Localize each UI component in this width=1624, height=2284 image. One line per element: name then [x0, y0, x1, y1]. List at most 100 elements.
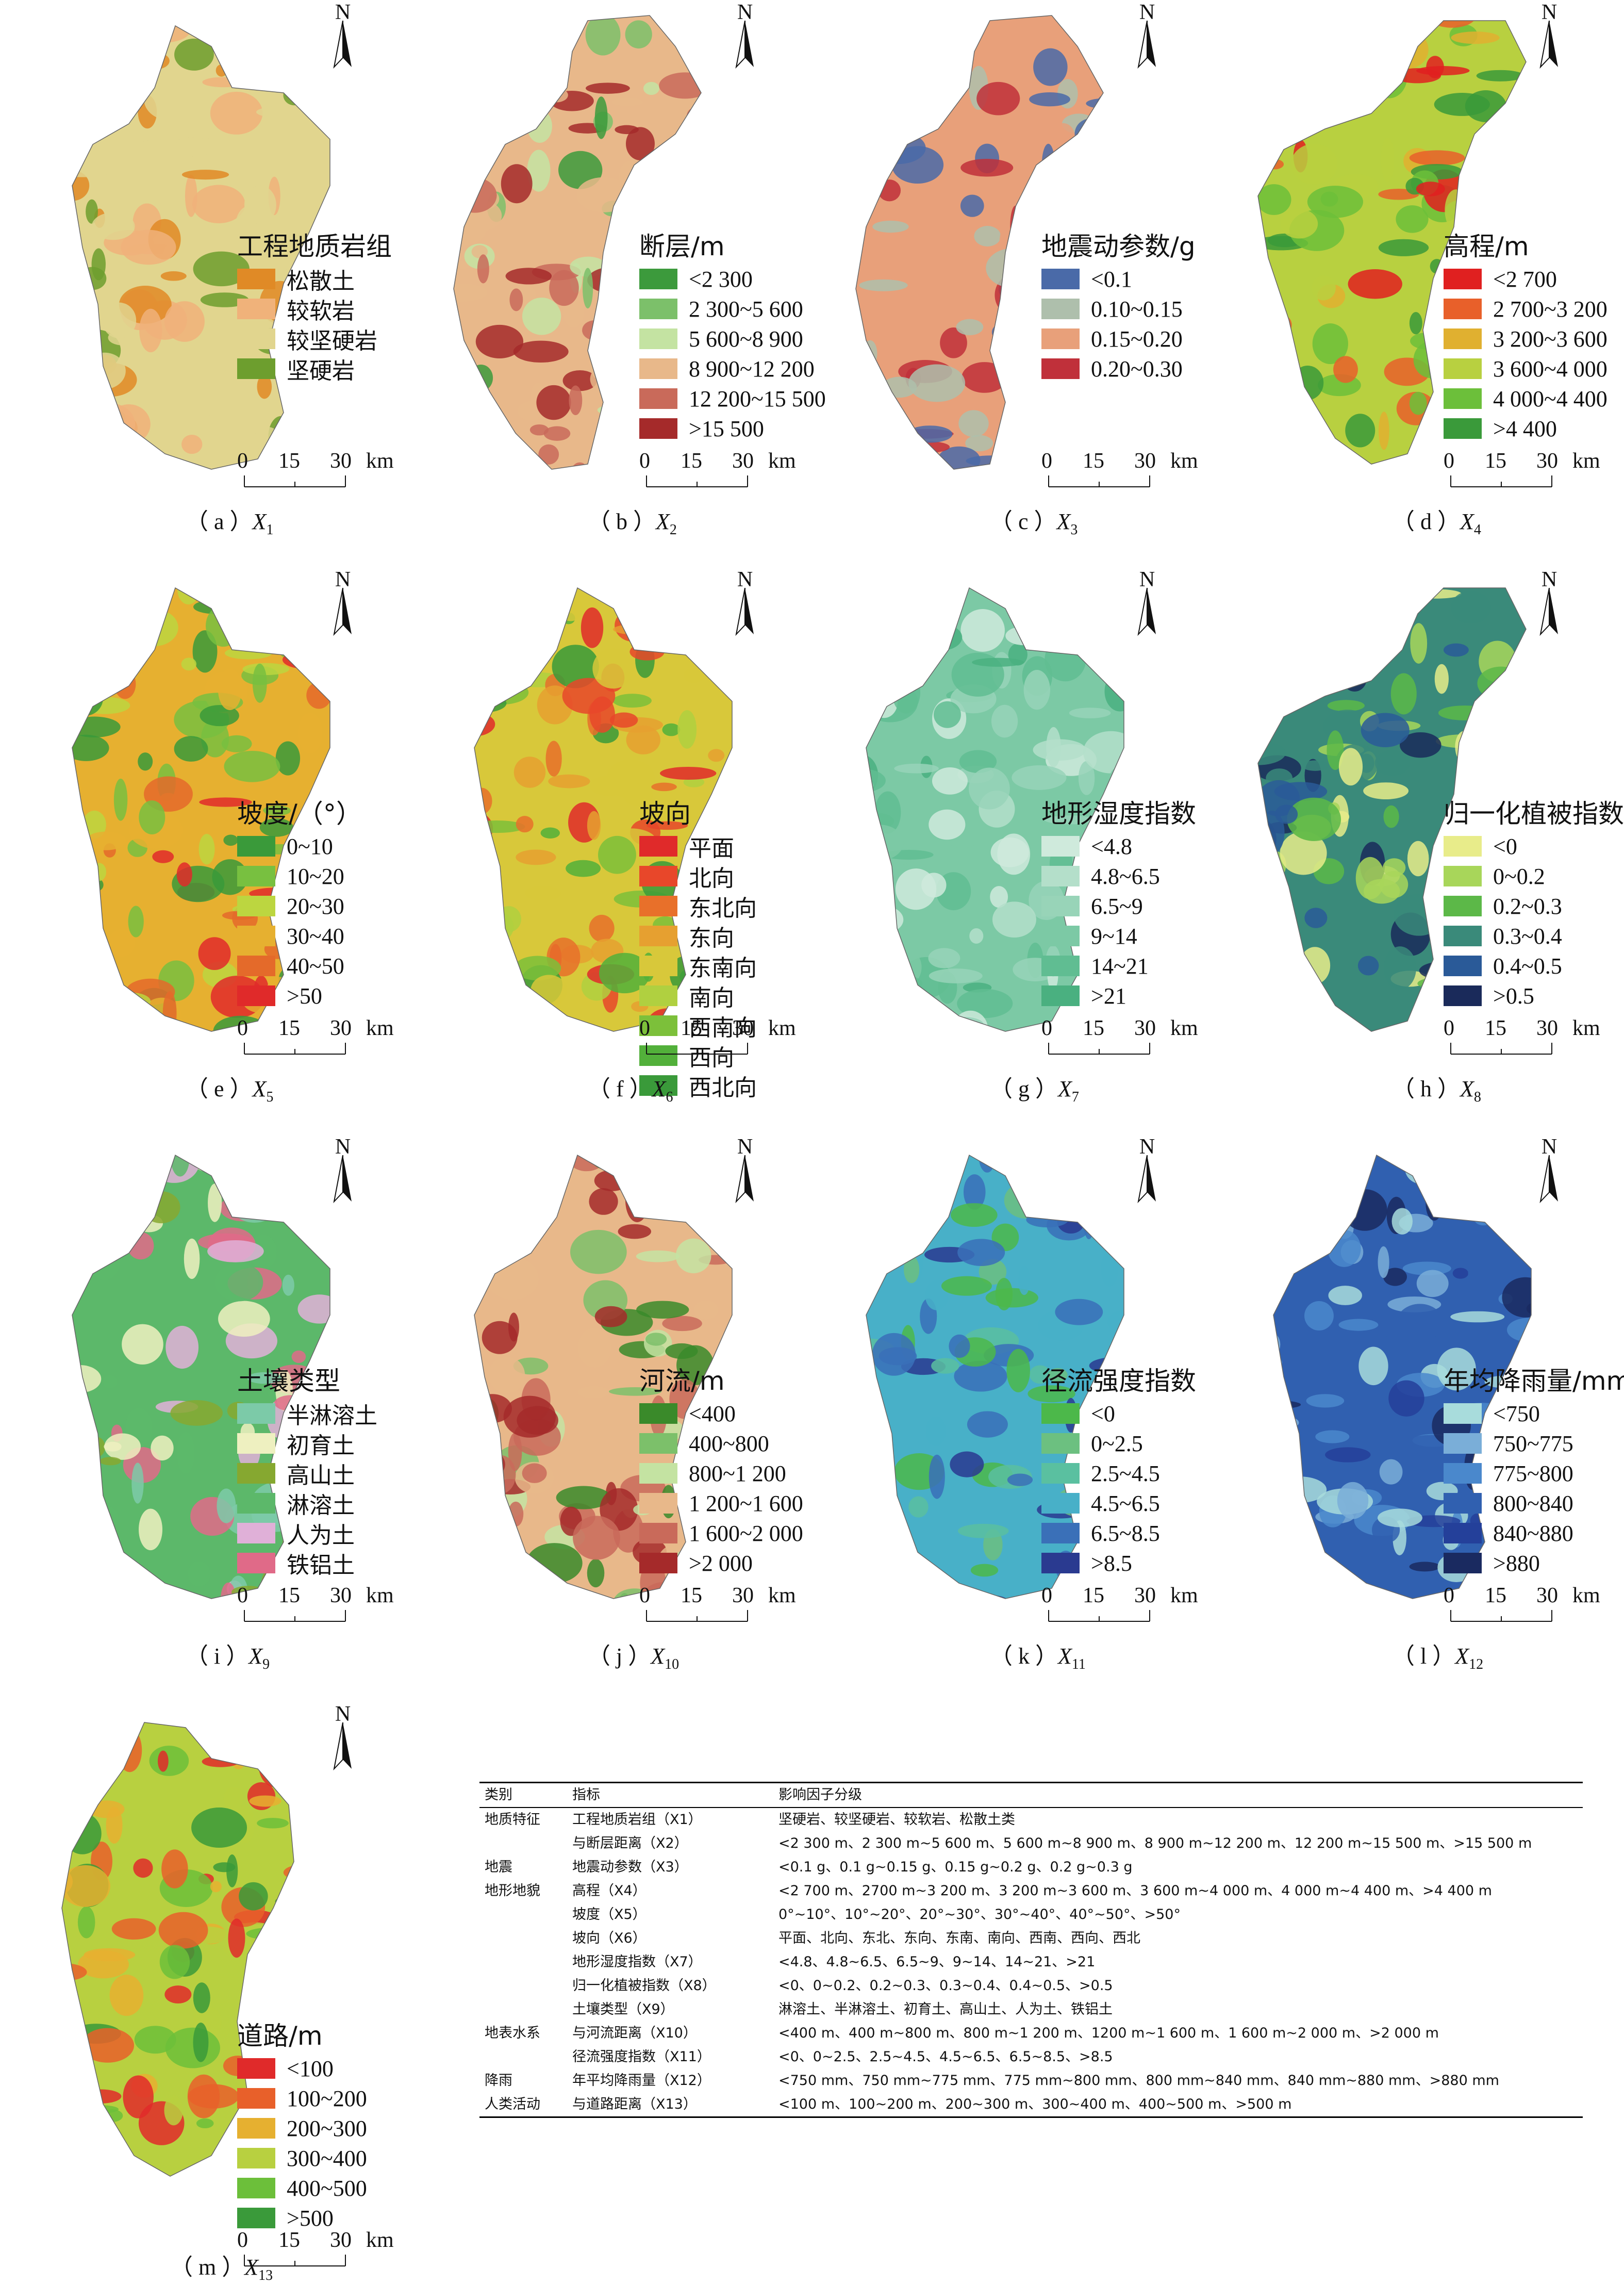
scale-tick-label: 15	[1485, 449, 1506, 473]
legend-label: 9~14	[1091, 923, 1137, 949]
basin-outline	[72, 587, 330, 1032]
map-panel-a: N 工程地质岩组 松散土 较软岩 较坚硬岩 坚硬岩 0 15 30 km （ a ）X1	[21, 0, 423, 562]
legend-swatch	[1041, 1403, 1080, 1424]
legend-item: >0.5	[1444, 981, 1624, 1011]
legend-swatch	[1444, 985, 1482, 1006]
legend-swatch	[237, 985, 275, 1006]
legend-swatch	[1444, 1493, 1482, 1514]
legend-item: 0.15~0.20	[1041, 324, 1196, 354]
north-label: N	[1139, 568, 1155, 591]
table-header-row: 类别 指标 影响因子分级	[479, 1782, 1583, 1808]
basin-outline	[1257, 20, 1527, 465]
legend-swatch	[639, 985, 677, 1006]
basin-outline	[72, 25, 330, 470]
legend-label: 0~0.2	[1493, 863, 1545, 889]
legend-item: 北向	[639, 861, 757, 892]
map-panel-c: N 地震动参数/g <0.1 0.10~0.15 0.15~0.20 0.20~0.30 0…	[825, 0, 1227, 562]
legend-a: 工程地质岩组 松散土 较软岩 较坚硬岩 坚硬岩	[237, 232, 392, 384]
legend-label: 西南向	[689, 1015, 757, 1041]
legend-item: 200~300	[237, 2113, 367, 2143]
north-arrow-icon: N	[1124, 567, 1170, 639]
table-cell-grade: 平面、北向、东北、东向、东南、南向、西南、西向、西北	[778, 1930, 1140, 1946]
legend-swatch	[1444, 1553, 1482, 1573]
north-label: N	[335, 1702, 351, 1726]
table-cell-grade: <4.8、4.8~6.5、6.5~9、9~14、14~21、>21	[778, 1954, 1096, 1970]
panel-caption: （ k ）X11	[990, 1644, 1086, 1672]
panel-caption: （ b ）X2	[588, 509, 677, 538]
legend-swatch	[1444, 836, 1482, 857]
legend-label: 东向	[689, 925, 734, 951]
legend-swatch	[639, 418, 677, 439]
legend-swatch	[1444, 1433, 1482, 1454]
map-h	[1257, 587, 1527, 1032]
scale-bar: 0 15 30 km	[1041, 449, 1212, 490]
legend-swatch	[1041, 299, 1080, 319]
factor-classification-table: 类别 指标 影响因子分级 地质特征 工程地质岩组（X1） 坚硬岩、较坚硬岩、较软岩、…	[479, 1782, 1583, 2118]
table-body: 地质特征 工程地质岩组（X1） 坚硬岩、较坚硬岩、较软岩、松散土类 与断层距离（X2）…	[479, 1808, 1583, 2118]
legend-item: 100~200	[237, 2083, 367, 2113]
table-row: 径流强度指数（X11） <0、0~2.5、2.5~4.5、4.5~6.5、6.5~…	[479, 2045, 1583, 2069]
panel-caption: （ a ）X1	[186, 509, 274, 538]
legend-swatch	[1444, 1523, 1482, 1543]
legend-swatch	[237, 269, 275, 289]
legend-title: 坡度/（°）	[237, 799, 362, 829]
scale-tick-label: 15	[278, 1016, 300, 1040]
legend-swatch	[1041, 1553, 1080, 1573]
table-header-indicator: 指标	[567, 1782, 773, 1808]
legend-swatch	[639, 1075, 677, 1096]
legend-label: 人为土	[287, 1522, 355, 1549]
legend-label: 5 600~8 900	[689, 326, 803, 352]
legend-swatch	[1041, 866, 1080, 886]
scale-unit: km	[1170, 1584, 1198, 1607]
legend-title: 工程地质岩组	[237, 232, 392, 261]
table-cell-cat	[479, 1927, 567, 1950]
legend-label: 较软岩	[287, 298, 355, 324]
table-cell-grade: 0°~10°、10°~20°、20°~30°、30°~40°、40°~50°、>…	[778, 1907, 1181, 1922]
basin-outline	[72, 1154, 330, 1599]
legend-item: 0~0.2	[1444, 861, 1624, 891]
table-cell-grade: <750 mm、750 mm~775 mm、775 mm~800 mm、800 …	[778, 2073, 1499, 2089]
scale-tick-label: 0	[639, 1016, 650, 1040]
legend-label: 松散土	[287, 268, 355, 294]
legend-label: 12 200~15 500	[689, 386, 826, 412]
panel-caption: （ i ）X9	[186, 1644, 270, 1672]
table-row: 土壤类型（X9） 淋溶土、半淋溶土、初育土、高山土、人为土、铁铝土	[479, 1998, 1583, 2022]
legend-swatch	[639, 1493, 677, 1514]
map-i	[72, 1154, 330, 1599]
legend-swatch	[237, 2088, 275, 2109]
legend-label: 14~21	[1091, 953, 1149, 979]
legend-item: 4.5~6.5	[1041, 1488, 1196, 1518]
legend-label: 0.2~0.3	[1493, 893, 1562, 919]
legend-swatch	[1041, 1493, 1080, 1514]
legend-item: >21	[1041, 981, 1196, 1011]
panel-caption: （ g ）X7	[990, 1076, 1079, 1105]
legend-swatch	[639, 269, 677, 289]
legend-item: 0~2.5	[1041, 1428, 1196, 1458]
scale-tick-label: 30	[1536, 449, 1558, 473]
legend-item: 2 300~5 600	[639, 294, 826, 324]
legend-swatch	[237, 2178, 275, 2198]
legend-item: 840~880	[1444, 1518, 1624, 1548]
legend-item: 40~50	[237, 951, 362, 981]
legend-item: >50	[237, 981, 362, 1011]
scale-unit: km	[366, 1016, 394, 1040]
basin-outline	[61, 1722, 294, 2177]
legend-swatch	[1444, 328, 1482, 349]
legend-label: 800~840	[1493, 1490, 1573, 1516]
legend-item: <100	[237, 2053, 367, 2083]
scale-tick-label: 30	[732, 449, 754, 473]
basin-outline	[1257, 587, 1527, 1032]
legend-label: >880	[1493, 1550, 1540, 1576]
legend-item: 铁铝土	[237, 1548, 377, 1579]
legend-label: 8 900~12 200	[689, 356, 815, 382]
legend-item: >15 500	[639, 414, 826, 443]
legend-j: 河流/m <400 400~800 800~1 200 1 200~1 600 1 600…	[639, 1367, 803, 1578]
scale-bar: 0 15 30 km	[237, 2228, 407, 2269]
legend-swatch	[1041, 926, 1080, 946]
legend-item: 较软岩	[237, 294, 392, 324]
legend-title: 坡向	[639, 799, 691, 829]
legend-swatch	[1041, 1463, 1080, 1484]
legend-label: 0.20~0.30	[1091, 356, 1183, 382]
legend-swatch	[237, 1523, 275, 1543]
legend-title: 年均降雨量/mm	[1444, 1366, 1624, 1396]
